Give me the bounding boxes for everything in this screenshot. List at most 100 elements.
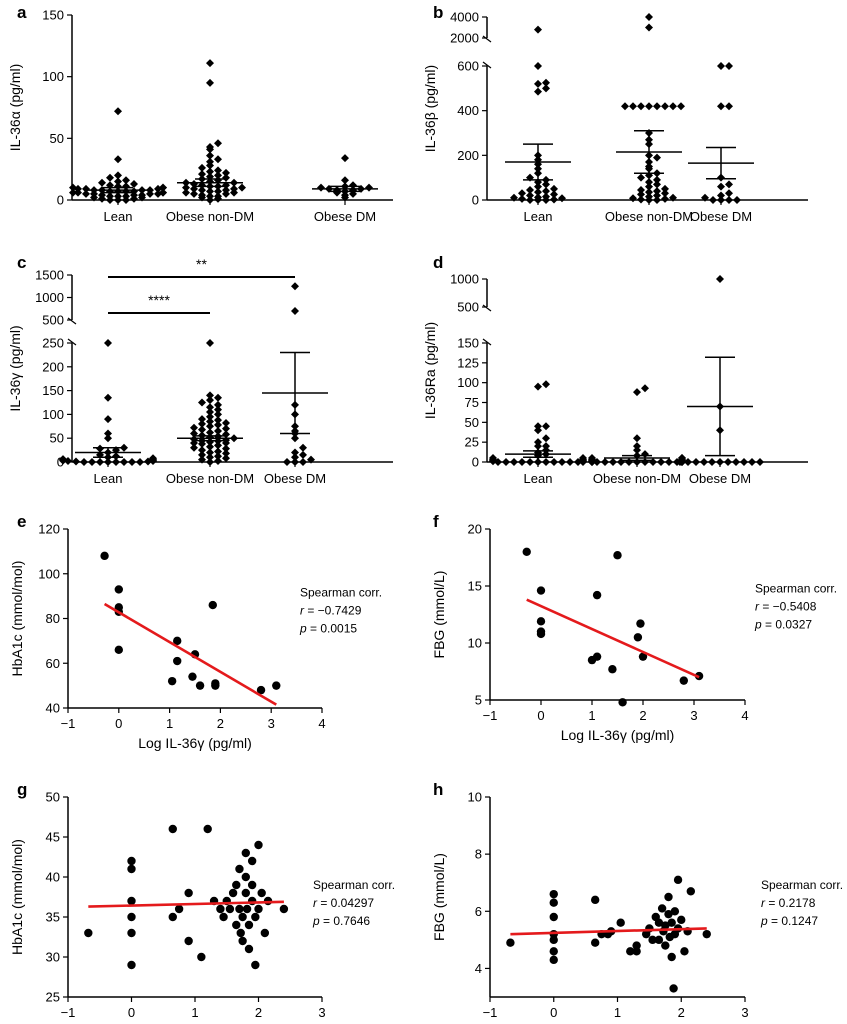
data-point	[206, 167, 214, 176]
data-point	[198, 191, 206, 200]
x-tick-label: 4	[741, 708, 748, 723]
data-point	[549, 947, 558, 956]
data-point	[106, 192, 114, 201]
data-point	[637, 190, 645, 199]
data-point	[673, 875, 683, 885]
y-tick-label: 500	[42, 313, 64, 328]
data-point	[198, 425, 206, 434]
data-point	[621, 102, 629, 111]
fit-line	[88, 900, 284, 908]
data-point	[748, 458, 756, 466]
data-point	[159, 188, 167, 197]
category-label: Obese DM	[689, 471, 751, 486]
data-point	[114, 177, 122, 186]
y-tick-label: 100	[457, 375, 479, 390]
data-point	[609, 458, 617, 466]
data-point	[244, 920, 254, 930]
y-tick-label: 10	[468, 636, 482, 651]
data-point	[534, 79, 542, 88]
stat-annotation: p = 0.0327	[754, 618, 812, 632]
data-point	[235, 904, 244, 914]
data-point	[128, 458, 136, 466]
data-point	[653, 175, 661, 184]
data-point	[198, 186, 206, 195]
data-point	[502, 458, 510, 466]
data-point	[230, 184, 238, 193]
y-tick-label: 125	[457, 355, 479, 370]
panel-letter: d	[433, 253, 443, 272]
data-point	[625, 458, 633, 466]
data-point	[542, 192, 550, 201]
data-point	[182, 183, 190, 192]
data-point	[653, 191, 661, 200]
stat-annotation: r = −0.5408	[755, 600, 817, 614]
data-point	[114, 107, 122, 116]
data-point	[104, 339, 112, 347]
data-point	[661, 941, 670, 950]
data-point	[272, 681, 281, 690]
data-point	[198, 446, 206, 455]
data-point	[206, 408, 214, 417]
group-points	[621, 13, 685, 204]
data-point	[206, 142, 214, 151]
y-tick-label: 25	[46, 990, 60, 1005]
x-tick-label: 3	[690, 708, 697, 723]
y-tick-label: 40	[46, 701, 60, 716]
data-point	[236, 928, 245, 938]
data-point	[254, 904, 263, 914]
panel-letter: h	[433, 780, 443, 799]
data-point	[214, 457, 222, 466]
data-point	[214, 420, 222, 429]
data-point	[550, 190, 558, 199]
data-point	[299, 458, 307, 466]
y-tick-label: 500	[457, 300, 479, 315]
data-point	[241, 872, 250, 882]
data-point	[680, 947, 689, 956]
y-tick-label: 15	[468, 579, 482, 594]
data-point	[130, 179, 138, 188]
x-tick-label: 1	[166, 716, 173, 731]
data-point	[291, 434, 299, 443]
data-point	[214, 171, 222, 180]
data-point	[534, 25, 542, 34]
data-point	[740, 458, 748, 466]
data-point	[222, 444, 230, 453]
data-point	[645, 188, 653, 197]
data-point	[206, 448, 214, 457]
data-point	[206, 192, 214, 201]
data-point	[522, 547, 531, 556]
data-point	[716, 458, 724, 466]
data-point	[645, 192, 653, 201]
data-point	[222, 449, 230, 458]
fit-line	[510, 927, 707, 936]
data-point	[670, 907, 680, 916]
data-point	[590, 938, 600, 947]
data-point	[173, 636, 182, 646]
data-point	[122, 176, 130, 185]
data-point	[127, 856, 136, 866]
data-point	[550, 195, 558, 204]
category-label: Obese DM	[264, 471, 326, 486]
panel-letter: b	[433, 3, 443, 22]
stat-symbol: r	[761, 896, 766, 910]
data-point	[206, 339, 214, 347]
data-point	[633, 388, 641, 397]
data-point	[558, 458, 566, 466]
y-tick-label: 60	[46, 656, 60, 671]
data-point	[645, 182, 653, 191]
data-point	[608, 665, 617, 674]
data-point	[653, 180, 661, 189]
category-label: Obese DM	[690, 209, 752, 224]
data-point	[489, 454, 497, 463]
data-point	[232, 880, 241, 890]
data-point	[665, 458, 673, 466]
data-point	[542, 434, 550, 443]
y-tick-label: 5	[475, 693, 482, 708]
data-point	[279, 904, 289, 914]
data-point	[130, 187, 138, 196]
data-point	[661, 102, 669, 111]
y-axis-label: IL-36α (pg/ml)	[7, 64, 23, 151]
data-point	[518, 458, 526, 466]
data-point	[214, 155, 222, 164]
